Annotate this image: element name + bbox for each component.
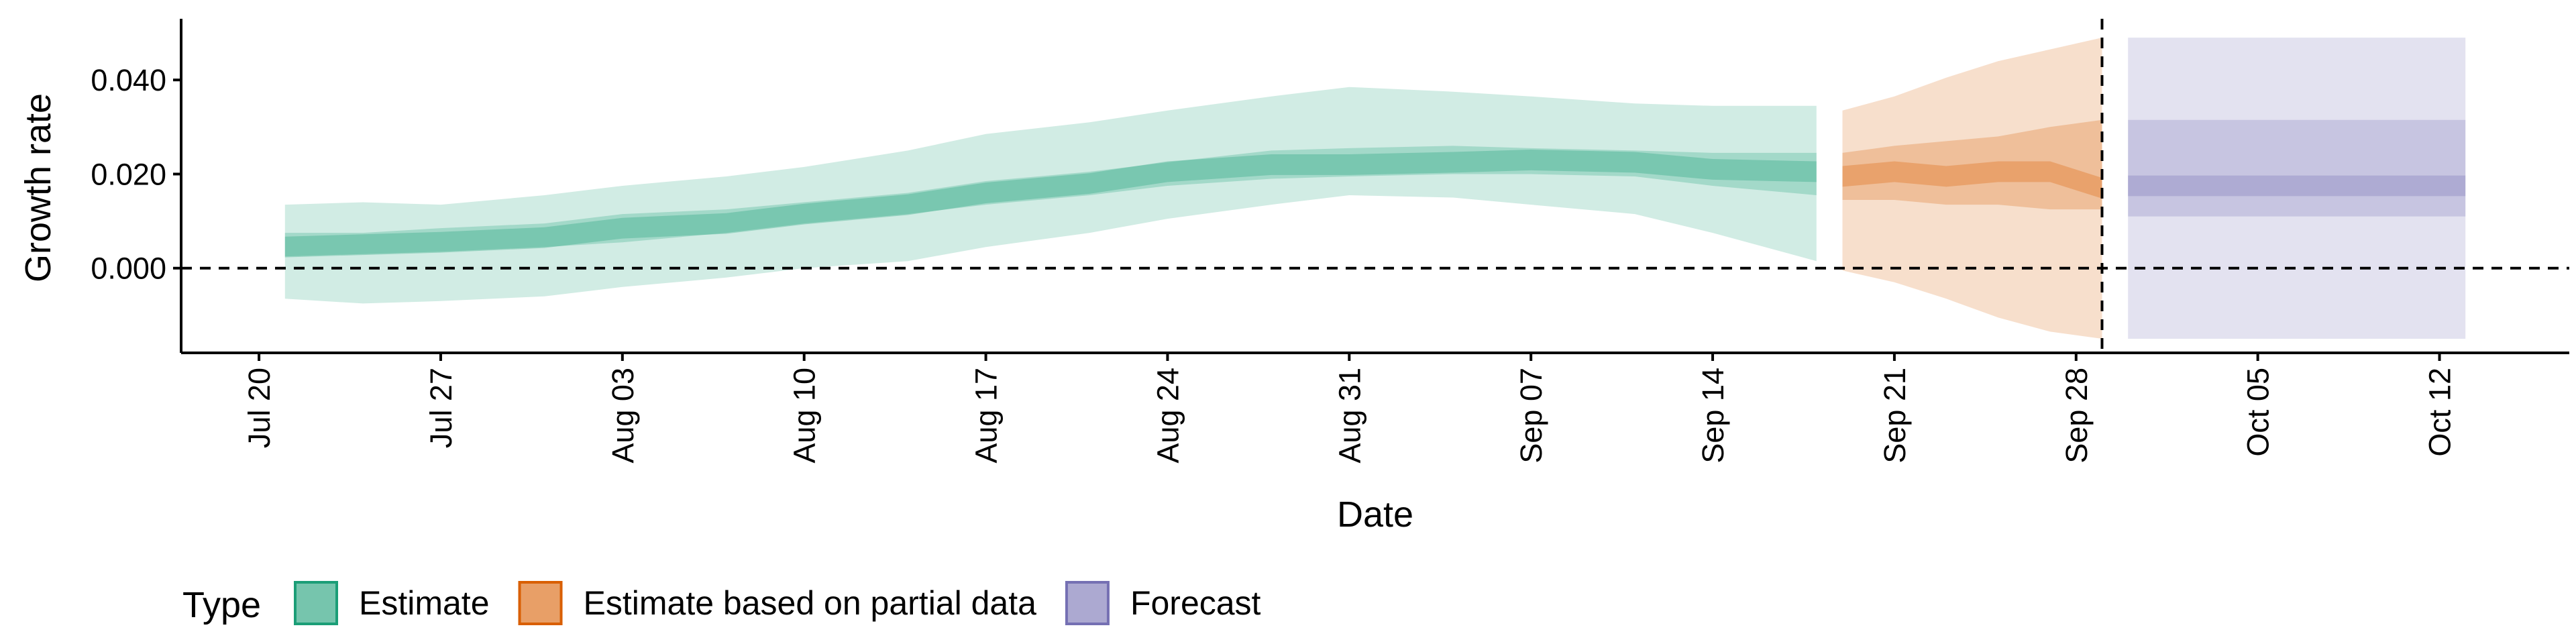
- y-tick-label: 0.000: [91, 252, 166, 286]
- x-tick-label: Sep 07: [1514, 368, 1548, 464]
- y-tick-label: 0.040: [91, 63, 166, 97]
- estimate-median-band: [284, 150, 1817, 258]
- x-tick-label: Aug 24: [1150, 368, 1185, 464]
- reference-lines-layer: [181, 19, 2569, 353]
- legend-label-estimate-based-on-partial-data: Estimate based on partial data: [584, 584, 1037, 622]
- forecast-median-band: [2128, 175, 2466, 197]
- x-tick-label: Aug 17: [969, 368, 1004, 464]
- x-tick-label: Oct 05: [2241, 368, 2275, 457]
- axes-layer: 0.000 0.020 0.040 Jul 20 Jul 27 Aug 03 Aug 10 A…: [91, 19, 2569, 464]
- legend-key-forecast: [1065, 581, 1110, 625]
- x-tick-label: Sep 14: [1696, 368, 1730, 464]
- x-tick-label: Aug 03: [606, 368, 640, 464]
- legend-title: Type: [182, 585, 261, 625]
- x-tick-label: Oct 12: [2423, 368, 2457, 457]
- x-tick-label: Jul 20: [242, 368, 276, 448]
- estimate-based-on-partial-data-band-50: [1842, 119, 2102, 210]
- legend: Type Estimate Estimate based on partial d…: [182, 581, 1261, 625]
- legend-label-forecast: Forecast: [1130, 584, 1261, 622]
- x-tick-label: Sep 21: [1878, 368, 1912, 464]
- estimate-based-on-partial-data-band-90: [1842, 38, 2102, 339]
- x-tick-label: Aug 10: [788, 368, 822, 464]
- estimate-based-on-partial-data-median-band: [1842, 161, 2102, 199]
- x-tick-label: Jul 27: [424, 368, 458, 448]
- ribbons-layer: [284, 38, 2466, 339]
- forecast-band-90: [2128, 38, 2466, 339]
- legend-key-estimate-based-on-partial-data: [518, 581, 563, 625]
- legend-label-estimate: Estimate: [359, 584, 490, 622]
- x-axis-title: Date: [1337, 494, 1413, 535]
- estimate-band-50: [284, 146, 1817, 257]
- forecast-band-50: [2128, 119, 2466, 217]
- x-tick-label: Aug 31: [1332, 368, 1366, 464]
- legend-key-estimate: [294, 581, 338, 625]
- y-axis-title: Growth rate: [18, 93, 58, 282]
- estimate-band-90: [284, 87, 1817, 304]
- y-tick-label: 0.020: [91, 157, 166, 191]
- x-tick-label: Sep 28: [2059, 368, 2094, 464]
